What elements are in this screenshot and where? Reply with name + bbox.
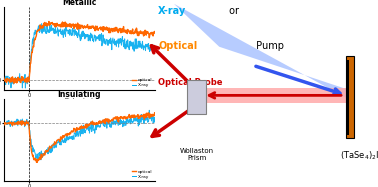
Title: Insulating: Insulating	[57, 90, 101, 99]
Polygon shape	[174, 4, 349, 99]
Text: X-ray: X-ray	[158, 6, 186, 16]
Text: Pump: Pump	[253, 41, 284, 51]
Legend: optical, X-ray: optical, X-ray	[132, 78, 153, 88]
Text: Optical: Optical	[158, 41, 197, 51]
X-axis label: Delay (ps): Delay (ps)	[65, 98, 93, 103]
Text: Optical Probe: Optical Probe	[158, 78, 223, 87]
Legend: optical, X-ray: optical, X-ray	[132, 169, 153, 179]
Text: (TaSe$_4$)$_2$I: (TaSe$_4$)$_2$I	[340, 150, 378, 162]
Bar	[346, 56, 354, 138]
Title: Metallic: Metallic	[62, 0, 96, 7]
Text: or: or	[226, 6, 239, 16]
Polygon shape	[203, 88, 346, 103]
Bar	[187, 80, 206, 114]
Text: Wollaston
Prism: Wollaston Prism	[180, 148, 214, 161]
Bar	[346, 60, 349, 135]
